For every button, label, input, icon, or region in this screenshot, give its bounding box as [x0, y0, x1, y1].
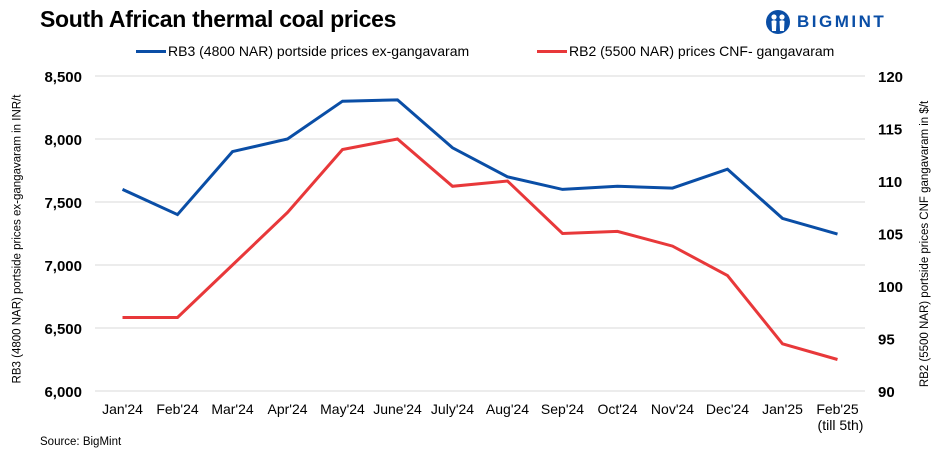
legend-item-rb3: RB3 (4800 NAR) portside prices ex-gangav…: [136, 43, 469, 59]
x-tick-label: Aug'24: [486, 401, 529, 417]
legend-swatch-rb2: [537, 49, 567, 53]
legend-swatch-rb3: [136, 49, 166, 53]
bigmint-logo: BIGMINT: [765, 9, 886, 35]
x-tick-label: Oct'24: [597, 401, 637, 417]
y-tick-label-right: 105: [878, 227, 903, 244]
y-tick-label-right: 95: [878, 332, 895, 349]
series-line-rb3: [121, 98, 838, 236]
x-tick-label: May'24: [320, 401, 365, 417]
bigmint-people-icon: [766, 10, 790, 34]
x-tick-label: Nov'24: [651, 401, 694, 417]
series-line-rb2: [122, 137, 838, 361]
x-tick-label: Jan'24: [102, 401, 143, 417]
x-ticks: Jan'24 Feb'24 Mar'24 Apr'24 May'24 June'24 Jul…: [102, 401, 863, 433]
y-tick-label-left: 7,500: [44, 195, 82, 212]
y-tick-label-right: 100: [878, 279, 903, 296]
x-tick-label: Apr'24: [267, 401, 307, 417]
x-tick-label: July'24: [431, 401, 474, 417]
y-ticks-right: 90 95 100 105 110 115 120: [878, 69, 903, 401]
x-tick-label: Jan'25: [762, 401, 803, 417]
x-tick-label: (till 5th): [818, 417, 864, 433]
x-tick-label: June'24: [373, 401, 422, 417]
y-tick-label-left: 8,500: [44, 69, 82, 86]
source-note: Source: BigMint: [40, 436, 122, 448]
y-tick-label-left: 6,000: [44, 384, 82, 401]
legend-label-rb2: RB2 (5500 NAR) prices CNF- gangavaram: [569, 43, 835, 59]
series-lines: [121, 98, 838, 361]
chart-title: South African thermal coal prices: [40, 6, 397, 32]
legend-label-rb3: RB3 (4800 NAR) portside prices ex-gangav…: [168, 43, 470, 59]
legend-item-rb2: RB2 (5500 NAR) prices CNF- gangavaram: [537, 43, 834, 59]
y-tick-label-left: 6,500: [44, 321, 82, 338]
x-tick-label: Feb'24: [156, 401, 199, 417]
logo-text: BIGMINT: [797, 12, 887, 31]
x-tick-label: Feb'25: [816, 401, 859, 417]
y-tick-label-right: 115: [878, 122, 902, 139]
y-tick-label-right: 90: [878, 384, 895, 401]
y-tick-label-left: 8,000: [44, 132, 82, 149]
x-tick-label: Dec'24: [706, 401, 749, 417]
x-tick-label: Sep'24: [541, 401, 584, 417]
y-ticks-left: 6,000 6,500 7,000 7,500 8,000 8,500: [44, 69, 82, 401]
x-tick-label: Mar'24: [211, 401, 254, 417]
y-tick-label-right: 120: [878, 69, 903, 86]
y-tick-label-left: 7,000: [44, 258, 82, 275]
y-tick-label-right: 110: [878, 174, 902, 191]
gridlines: [95, 75, 865, 392]
